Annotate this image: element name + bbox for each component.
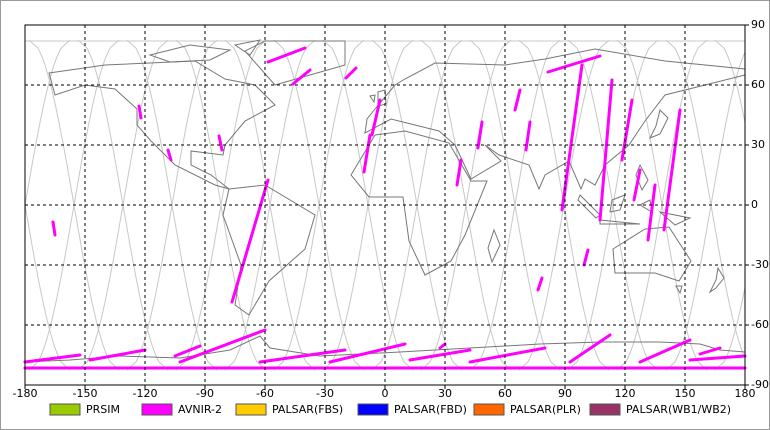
x-tick-label: 30 — [438, 387, 452, 400]
swath — [598, 78, 614, 222]
orbit-track — [714, 284, 745, 371]
swath — [51, 220, 57, 237]
philippines — [635, 163, 649, 192]
swath — [568, 333, 612, 364]
swath — [362, 133, 372, 174]
legend-swatch — [357, 403, 389, 416]
x-tick-label: 150 — [675, 387, 696, 400]
swath — [468, 346, 547, 364]
swath — [217, 134, 224, 152]
swath — [582, 248, 590, 267]
swath — [638, 338, 692, 364]
y-tick-label: -30 — [751, 258, 769, 271]
x-tick-label: -150 — [73, 387, 98, 400]
swath — [23, 353, 82, 364]
x-tick-label: 60 — [498, 387, 512, 400]
legend-label: PALSAR(FBD) — [394, 403, 467, 416]
orbit-track — [175, 39, 267, 371]
legend-swatch — [589, 403, 621, 416]
legend-label: AVNIR-2 — [178, 403, 222, 416]
x-tick-label: -120 — [133, 387, 158, 400]
new-zealand — [708, 266, 725, 294]
swath — [536, 276, 544, 292]
british-isles — [369, 89, 387, 107]
swath — [438, 342, 447, 350]
y-tick-label: -90 — [751, 378, 769, 391]
swath — [476, 120, 484, 150]
south-america — [222, 184, 316, 316]
swath — [88, 348, 147, 362]
arctic-islands — [148, 39, 262, 63]
north-america — [48, 60, 276, 190]
legend-swatch — [49, 403, 81, 416]
swath — [328, 342, 407, 364]
swath — [266, 46, 307, 64]
x-tick-label: -180 — [13, 387, 38, 400]
orbit-track — [224, 39, 316, 371]
plot-border — [24, 24, 746, 386]
swath — [646, 183, 657, 242]
greenland — [244, 40, 346, 86]
x-tick-label: -60 — [256, 387, 274, 400]
africa — [350, 130, 501, 276]
y-tick-label: 60 — [751, 78, 765, 91]
swath — [632, 168, 642, 202]
swath — [513, 88, 522, 112]
swath — [166, 148, 173, 162]
legend-swatch — [235, 403, 267, 416]
swath — [258, 348, 347, 364]
swath — [230, 178, 270, 304]
y-tick-label: 30 — [751, 138, 765, 151]
y-tick-label: 90 — [751, 18, 765, 31]
swath — [688, 354, 747, 362]
y-tick-label: -60 — [751, 318, 769, 331]
swath — [455, 158, 463, 187]
grid: -180 -150 -120 -90 -60 -30 0 30 60 90 120 150 180 90 6… — [13, 18, 769, 400]
x-tick-label: -30 — [316, 387, 334, 400]
swath — [546, 54, 602, 74]
x-tick-label: 90 — [558, 387, 572, 400]
orbit-track — [469, 39, 561, 371]
swath — [291, 68, 312, 86]
swath — [344, 66, 358, 80]
x-tick-label: 120 — [615, 387, 636, 400]
indonesia — [577, 194, 692, 226]
y-tick-label: 0 — [751, 198, 758, 211]
legend-label: PRSIM — [86, 403, 120, 416]
swath — [178, 328, 267, 364]
japan — [648, 109, 669, 139]
swath — [173, 344, 202, 358]
legend-label: PALSAR(WB1/WB2) — [626, 403, 731, 416]
orbit-track — [25, 39, 71, 209]
swath — [370, 98, 382, 137]
swath — [408, 348, 472, 362]
swath — [560, 63, 584, 212]
legend-label: PALSAR(PLR) — [510, 403, 581, 416]
legend-label: PALSAR(FBS) — [272, 403, 343, 416]
swath — [662, 108, 682, 232]
orbit-track — [25, 202, 71, 371]
x-tick-label: 180 — [735, 387, 756, 400]
swath — [524, 120, 532, 152]
legend-swatch — [141, 403, 173, 416]
orbit-track — [714, 39, 745, 126]
legend: PRSIM AVNIR-2 PALSAR(FBS) PALSAR(FBD) PALSAR… — [49, 403, 731, 416]
legend-swatch — [473, 403, 505, 416]
swath — [137, 104, 143, 120]
swath — [620, 98, 634, 162]
x-tick-label: -90 — [196, 387, 214, 400]
x-tick-label: 0 — [382, 387, 389, 400]
swath — [698, 346, 722, 356]
